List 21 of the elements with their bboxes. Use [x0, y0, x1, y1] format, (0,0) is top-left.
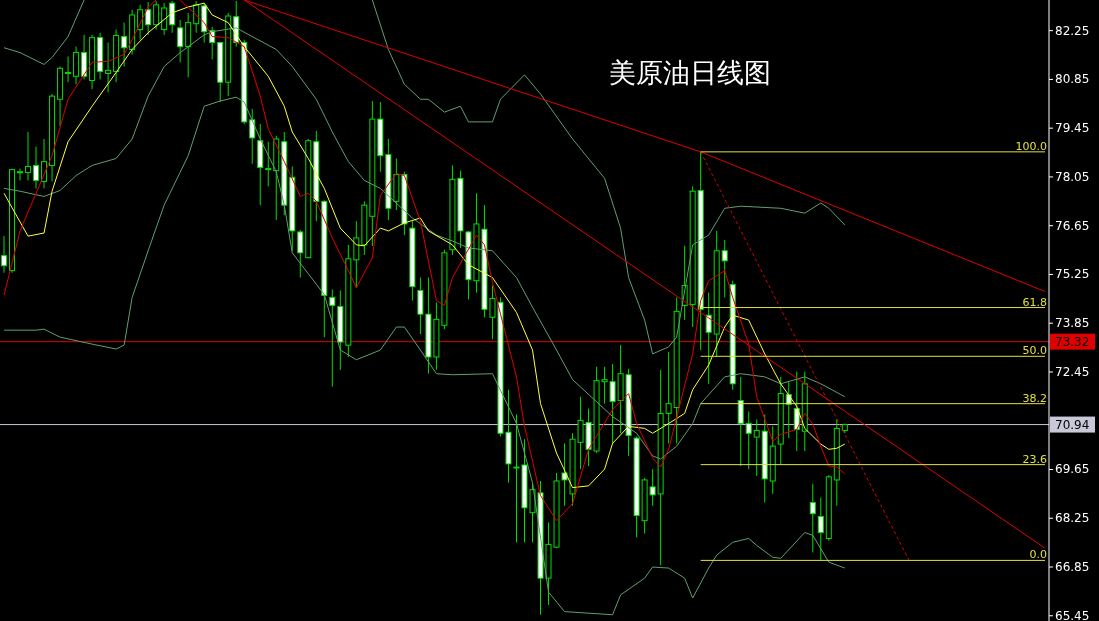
series-label: 100.0 — [1015, 139, 1047, 153]
y-tick-label: 76.65 — [1055, 218, 1090, 233]
y-tick-label: 65.45 — [1055, 608, 1090, 621]
y-tick-label: 79.45 — [1055, 121, 1090, 136]
y-tick-label: 73.85 — [1055, 316, 1090, 331]
series-label: 38.2 — [1022, 391, 1047, 405]
y-tick-label: 78.05 — [1055, 169, 1090, 184]
series-label: 0.0 — [1029, 548, 1047, 562]
text: 美原油日线图 — [609, 57, 771, 88]
series-label: 61.8 — [1022, 295, 1047, 309]
y-tick-label: 69.65 — [1055, 462, 1090, 477]
y-tick-label: 66.85 — [1055, 560, 1090, 575]
y-tick-label: 72.45 — [1055, 364, 1090, 379]
series-label: 50.0 — [1022, 344, 1047, 358]
y-tick-label: 82.25 — [1055, 23, 1090, 38]
ref-line-label: 70.94 — [1055, 417, 1090, 432]
y-tick-label: 75.25 — [1055, 267, 1090, 282]
y-tick-label: 80.85 — [1055, 72, 1090, 87]
series-label: 23.6 — [1022, 452, 1047, 466]
ref-line-label: 73.32 — [1055, 334, 1090, 349]
y-tick-label: 68.25 — [1055, 511, 1090, 526]
